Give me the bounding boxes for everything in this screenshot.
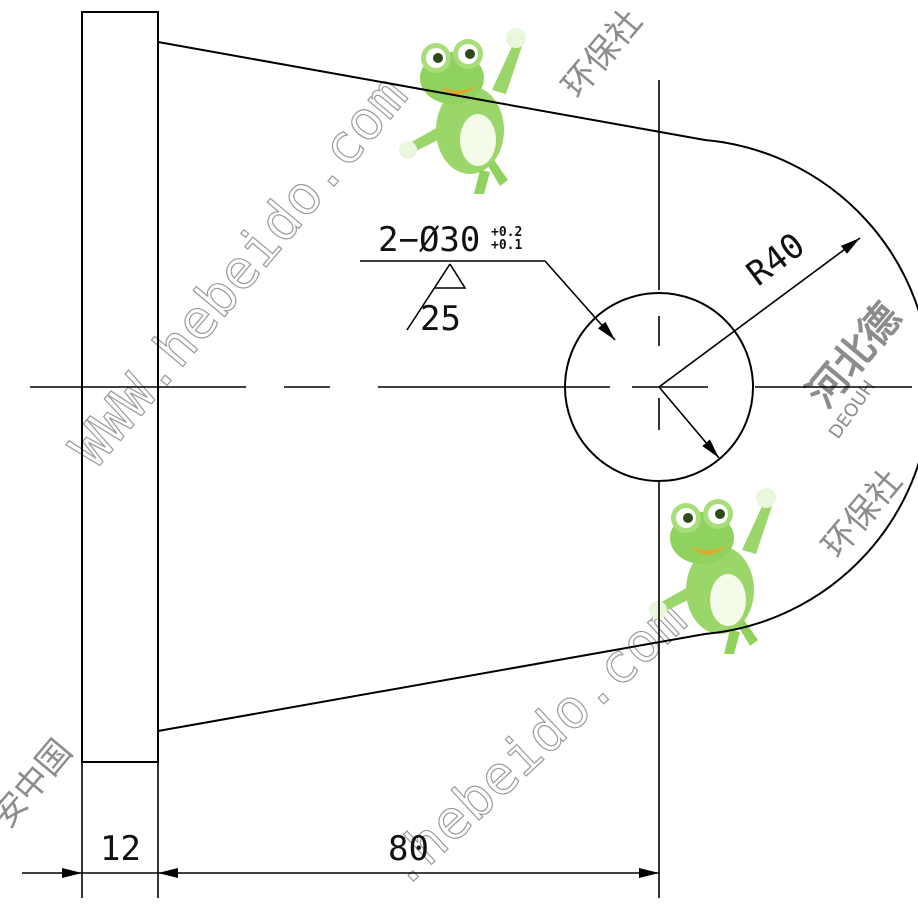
dimension-12-label: 12 — [100, 829, 141, 869]
watermark-brand-cn-4: 安中国 — [0, 732, 80, 836]
dimension-80-label: 80 — [388, 829, 429, 869]
radius-label: R40 — [739, 225, 812, 294]
hole-tolerance-upper: +0.2 — [491, 225, 522, 240]
surface-roughness-symbol — [406, 263, 467, 331]
frog-mascot-icon — [399, 28, 526, 194]
radius-leader — [658, 237, 861, 388]
surface-roughness-value: 25 — [420, 299, 461, 339]
outline-bottom-edge — [157, 633, 706, 732]
hole-callout-leader — [544, 260, 616, 341]
hole-diameter-leader — [658, 386, 720, 459]
watermark-brand-cn-2: 环保社 — [554, 2, 650, 106]
watermark-url-1: WWW.hebeido.com — [58, 64, 420, 478]
hole-tolerance-lower: +0.1 — [491, 238, 522, 253]
outline-arc-r40 — [704, 139, 918, 635]
outline-top-edge — [157, 41, 706, 141]
hole-callout-text: 2−Ø30 — [378, 220, 480, 260]
